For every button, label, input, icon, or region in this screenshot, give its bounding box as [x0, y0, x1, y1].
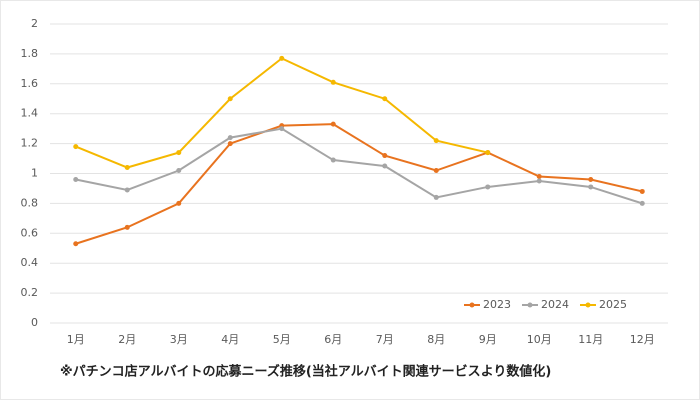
y-tick-label: 1.2 — [21, 137, 39, 150]
legend-label: 2023 — [483, 298, 511, 311]
y-tick-label: 1 — [31, 167, 38, 180]
x-tick-label: 3月 — [170, 333, 188, 346]
x-tick-label: 4月 — [221, 333, 239, 346]
x-tick-label: 2月 — [118, 333, 136, 346]
x-tick-label: 12月 — [630, 333, 655, 346]
x-tick-label: 11月 — [578, 333, 603, 346]
point — [124, 165, 130, 171]
x-tick-label: 8月 — [427, 333, 445, 346]
x-tick-label: 6月 — [324, 333, 342, 346]
point — [124, 224, 130, 230]
point — [536, 173, 542, 179]
point — [330, 157, 336, 163]
point — [485, 150, 491, 156]
series-line — [75, 127, 643, 205]
point — [330, 121, 336, 127]
point — [73, 176, 79, 182]
y-tick-label: 0.2 — [21, 286, 39, 299]
y-tick-label: 0 — [31, 316, 38, 329]
x-tick-label: 5月 — [273, 333, 291, 346]
point — [73, 241, 79, 247]
point — [433, 138, 439, 144]
point — [536, 178, 542, 184]
point — [124, 187, 130, 193]
y-tick-label: 1.4 — [21, 107, 39, 120]
point — [639, 200, 645, 206]
point — [588, 176, 594, 182]
point — [330, 79, 336, 85]
x-tick-label: 10月 — [527, 333, 552, 346]
x-tick-label: 7月 — [376, 333, 394, 346]
point — [588, 184, 594, 190]
y-tick-label: 0.6 — [21, 226, 39, 239]
point — [176, 168, 182, 174]
caption: ※パチンコ店アルバイトの応募ニーズ推移(当社アルバイト関連サービスより数値化) — [60, 364, 551, 380]
point — [73, 144, 79, 150]
y-tick-label: 0.4 — [21, 256, 39, 269]
point — [279, 55, 285, 61]
point — [227, 96, 233, 102]
legend-marker — [527, 302, 533, 308]
x-tick-label: 1月 — [67, 333, 85, 346]
point — [382, 163, 388, 169]
point — [176, 150, 182, 156]
point — [485, 184, 491, 190]
point — [433, 168, 439, 174]
y-tick-label: 1.6 — [21, 77, 39, 90]
point — [382, 96, 388, 102]
point — [433, 194, 439, 200]
legend-marker — [585, 302, 591, 308]
legend-label: 2024 — [541, 298, 569, 311]
y-tick-label: 2 — [31, 17, 38, 30]
legend-label: 2025 — [599, 298, 627, 311]
point — [176, 200, 182, 206]
legend-marker — [469, 302, 475, 308]
x-tick-label: 9月 — [479, 333, 497, 346]
point — [227, 141, 233, 147]
y-tick-label: 1.8 — [21, 47, 39, 60]
point — [639, 188, 645, 194]
point — [279, 126, 285, 132]
point — [227, 135, 233, 141]
y-tick-label: 0.8 — [21, 196, 39, 209]
point — [382, 153, 388, 159]
series-line — [75, 123, 643, 245]
